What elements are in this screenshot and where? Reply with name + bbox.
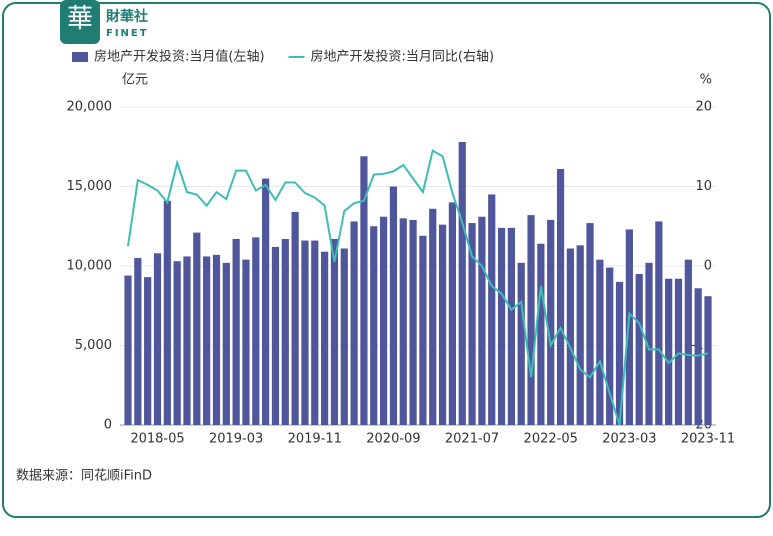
brand-name: 財華社 bbox=[105, 8, 148, 25]
brand-sub: FINET bbox=[106, 28, 149, 39]
bar bbox=[222, 262, 230, 425]
bar bbox=[684, 259, 692, 425]
y-tick-label: 5,000 bbox=[75, 338, 112, 353]
y2-unit: % bbox=[700, 73, 712, 88]
bar bbox=[379, 216, 388, 425]
bar bbox=[615, 281, 624, 425]
x-tick-label: 2023-11 bbox=[681, 432, 735, 447]
bar bbox=[281, 238, 289, 425]
legend-label: 房地产开发投资:当月同比(右轴) bbox=[311, 49, 495, 65]
bar bbox=[517, 262, 525, 425]
y-tick-label: 20,000 bbox=[67, 100, 113, 115]
y-tick-label: 15,000 bbox=[67, 179, 113, 194]
legend-swatch bbox=[72, 52, 88, 62]
bar bbox=[252, 237, 260, 425]
bar bbox=[419, 235, 427, 425]
bar bbox=[468, 223, 476, 425]
x-tick-label: 2019-11 bbox=[288, 432, 342, 447]
bar bbox=[448, 202, 457, 425]
x-tick-label: 2023-03 bbox=[602, 432, 656, 447]
bar bbox=[527, 215, 535, 425]
bar bbox=[193, 232, 201, 425]
bar bbox=[596, 259, 604, 425]
bar bbox=[576, 245, 584, 425]
bar bbox=[271, 246, 280, 425]
y-unit: 亿元 bbox=[122, 73, 148, 88]
logo-box bbox=[60, 0, 100, 44]
bar bbox=[704, 296, 712, 425]
x-tick-label: 2022-05 bbox=[524, 432, 578, 447]
bar bbox=[203, 256, 211, 425]
bar bbox=[665, 278, 673, 425]
x-tick-label: 2021-07 bbox=[445, 432, 499, 447]
bar bbox=[311, 240, 319, 425]
bar bbox=[242, 259, 250, 425]
bar bbox=[556, 169, 565, 425]
bar bbox=[674, 278, 683, 425]
bar bbox=[429, 208, 437, 425]
bar bbox=[124, 275, 132, 425]
bar bbox=[409, 219, 417, 425]
bar bbox=[262, 178, 270, 425]
source: 数据来源：同花顺iFinD bbox=[16, 468, 152, 484]
bar bbox=[586, 223, 594, 425]
bar bbox=[537, 243, 545, 425]
logo-char: 華 bbox=[67, 4, 93, 34]
bar bbox=[301, 240, 309, 425]
bar bbox=[350, 221, 358, 425]
bar bbox=[478, 216, 486, 425]
bar bbox=[655, 221, 663, 425]
bar bbox=[566, 248, 574, 425]
bar bbox=[438, 224, 447, 425]
bar bbox=[370, 226, 378, 425]
legend-label: 房地产开发投资:当月值(左轴) bbox=[94, 49, 265, 65]
line bbox=[127, 149, 709, 426]
bar bbox=[389, 186, 398, 425]
bar bbox=[183, 256, 191, 425]
bar bbox=[645, 262, 653, 425]
y-tick-label: 10,000 bbox=[67, 259, 113, 274]
bar bbox=[340, 248, 348, 425]
bar bbox=[163, 200, 171, 425]
bar bbox=[232, 238, 240, 425]
bar bbox=[212, 254, 221, 425]
bar bbox=[547, 219, 555, 425]
y2-tick-label: 20 bbox=[695, 100, 712, 115]
x-tick-label: 2020-09 bbox=[366, 432, 420, 447]
bar bbox=[153, 253, 162, 425]
bar bbox=[497, 227, 506, 425]
bar bbox=[291, 211, 299, 425]
y2-tick-label: 10 bbox=[695, 179, 712, 194]
x-tick-label: 2019-03 bbox=[209, 432, 263, 447]
bar bbox=[606, 267, 614, 425]
bar bbox=[399, 218, 407, 425]
bar bbox=[635, 273, 643, 425]
bar bbox=[321, 251, 329, 425]
bar bbox=[625, 229, 633, 425]
bar bbox=[134, 258, 142, 425]
y-tick-label: 0 bbox=[104, 418, 112, 433]
bar bbox=[507, 227, 515, 425]
bar bbox=[330, 238, 339, 425]
bar bbox=[173, 261, 181, 425]
y2-tick-label: 0 bbox=[704, 259, 712, 274]
x-tick-label: 2018-05 bbox=[130, 432, 184, 447]
bar bbox=[458, 141, 466, 426]
bar bbox=[144, 277, 152, 425]
bar bbox=[488, 194, 496, 425]
bar bbox=[360, 156, 368, 426]
